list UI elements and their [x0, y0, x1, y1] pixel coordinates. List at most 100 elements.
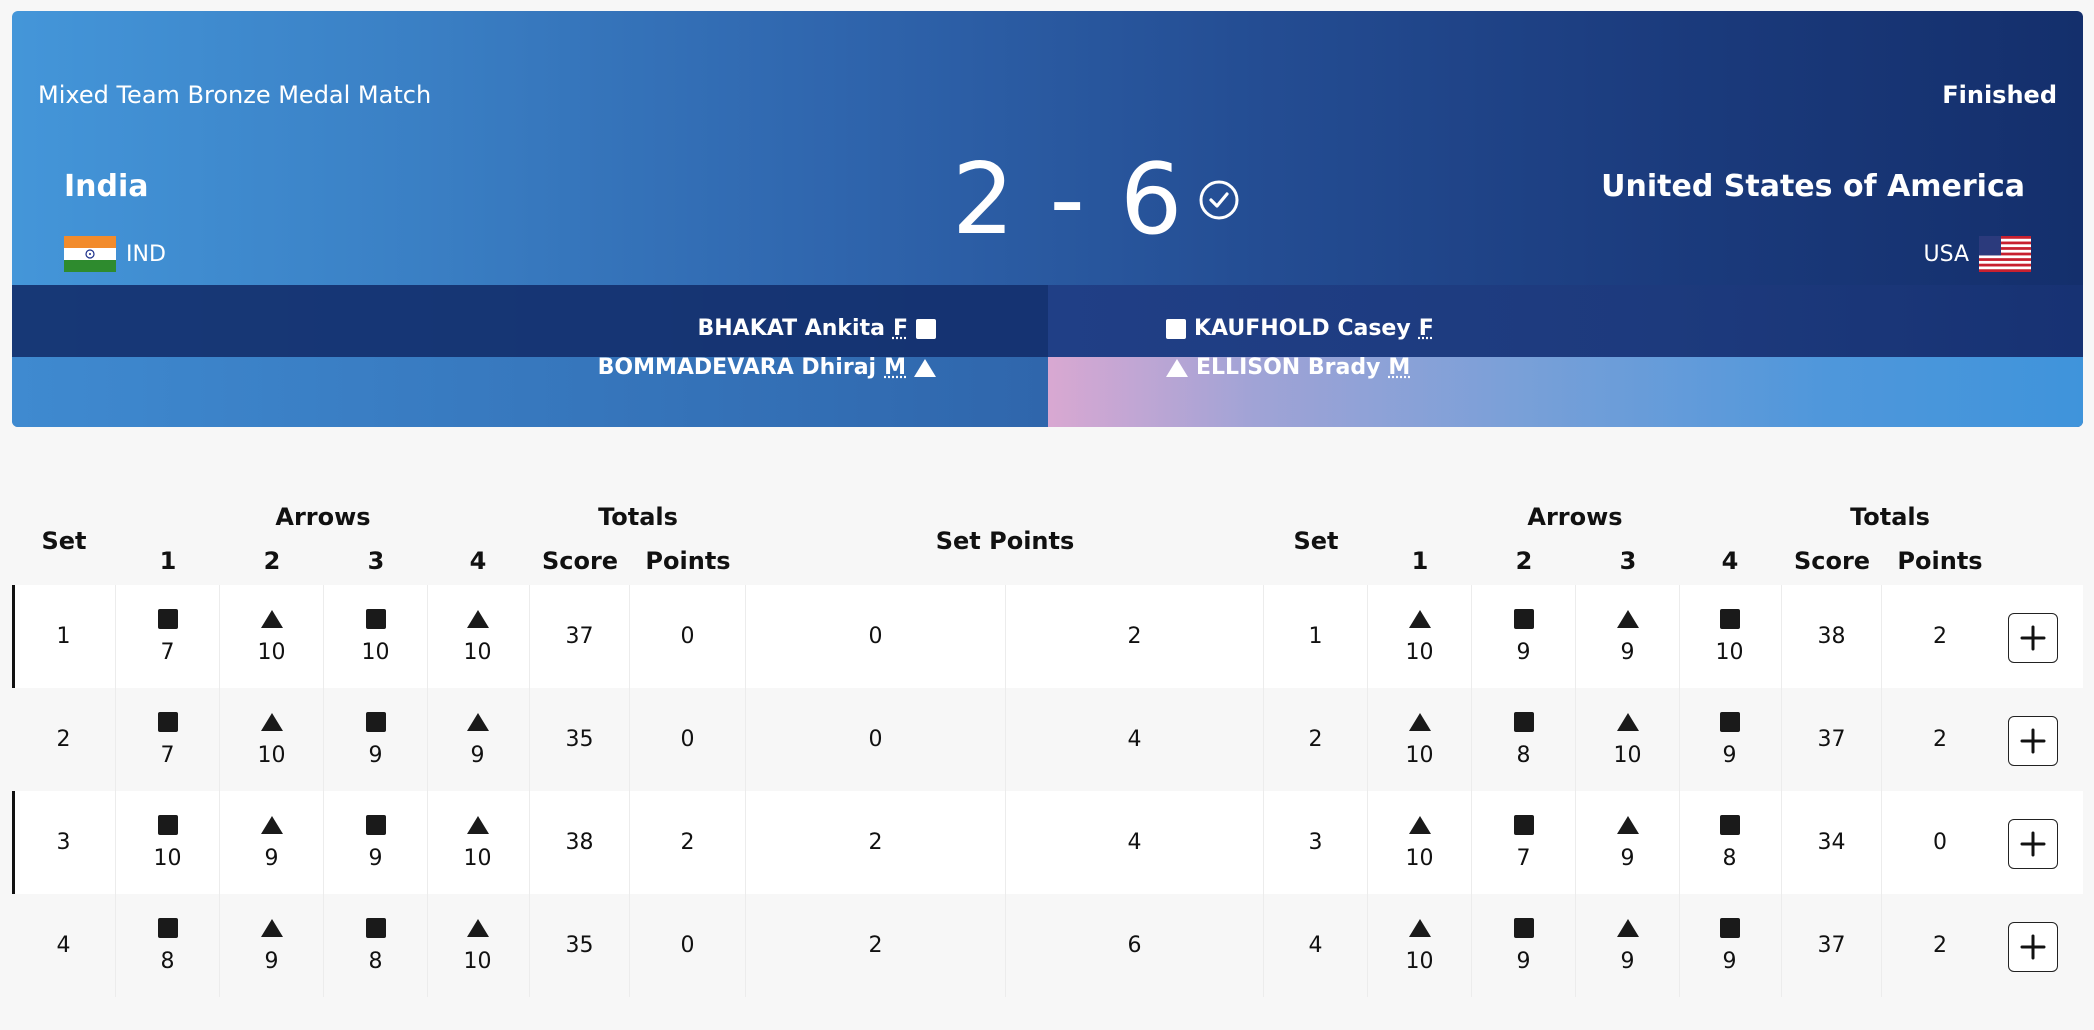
event-title: Mixed Team Bronze Medal Match [38, 81, 432, 109]
arrow-cell-right: 7 [1472, 791, 1576, 894]
square-icon [157, 609, 178, 629]
square-icon [1719, 609, 1740, 629]
arrow-cell-left: 10 [116, 791, 220, 894]
arrow-cell-left: 7 [116, 585, 220, 688]
match-status: Finished [1942, 81, 2057, 109]
athlete-left-1[interactable]: BHAKAT Ankita F [697, 316, 936, 341]
triangle-icon [1166, 358, 1188, 377]
match-score: 2 - 6 [952, 151, 1240, 249]
triangle-icon [260, 713, 283, 731]
square-icon [365, 815, 386, 835]
score-left: 37 [530, 585, 630, 688]
arrow-value: 9 [368, 846, 383, 871]
athlete-gender: F [892, 316, 908, 341]
arrow-value: 9 [1722, 949, 1737, 974]
plus-icon [2020, 934, 2046, 960]
arrow-value: 10 [257, 640, 286, 665]
arrow-value: 8 [1722, 846, 1737, 871]
athlete-gender: F [1418, 316, 1434, 341]
table-row: 1 7 10 10 10 37 0 0 2 1 10 9 9 10 38 2 [12, 585, 2083, 688]
arrow-cell-left: 10 [426, 585, 530, 688]
arrow-value: 10 [1405, 949, 1434, 974]
set-points-right: 2 [1006, 585, 1264, 688]
arrow-value: 7 [160, 640, 175, 665]
expand-set-button[interactable] [2008, 613, 2058, 663]
triangle-icon [1408, 816, 1431, 834]
expand-set-button[interactable] [2008, 819, 2058, 869]
arrow-value: 9 [1516, 949, 1531, 974]
points-right: 2 [1933, 624, 1947, 649]
points-left: 0 [630, 688, 746, 791]
points-left: 0 [630, 894, 746, 997]
arrow-cell-right: 9 [1678, 688, 1782, 791]
arrow-cell-right: 9 [1472, 894, 1576, 997]
square-icon [1513, 918, 1534, 938]
athlete-name: BOMMADEVARA Dhiraj [597, 355, 877, 380]
header-totals-right: Totals [1850, 503, 1930, 531]
arrow-cell-left: 10 [220, 688, 324, 791]
athlete-gender: M [884, 355, 906, 380]
triangle-icon [260, 610, 283, 628]
arrow-cell-left: 9 [426, 688, 530, 791]
arrow-value: 7 [160, 743, 175, 768]
arrow-value: 10 [463, 846, 492, 871]
set-points-left: 2 [746, 791, 1006, 894]
expand-set-button[interactable] [2008, 716, 2058, 766]
plus-icon [2020, 625, 2046, 651]
team-right-code: USA [1923, 236, 2031, 272]
arrow-value: 9 [1620, 846, 1635, 871]
arrow-value: 9 [1516, 640, 1531, 665]
triangle-icon [1408, 919, 1431, 937]
team-left-name[interactable]: India [64, 169, 149, 204]
arrow-value: 9 [1620, 640, 1635, 665]
team-right-name[interactable]: United States of America [1601, 169, 2025, 204]
arrow-value: 9 [470, 743, 485, 768]
arrow-cell-left: 10 [324, 585, 428, 688]
header-points-left: Points [645, 547, 731, 575]
arrow-value: 8 [1516, 743, 1531, 768]
usa-flag-icon [1979, 236, 2031, 272]
team-left-code: IND [64, 236, 166, 272]
points-right: 2 [1933, 727, 1947, 752]
athlete-name: BHAKAT Ankita [697, 316, 885, 341]
india-flag-icon [64, 236, 116, 272]
header-score-right: Score [1793, 547, 1871, 575]
arrow-value: 10 [1405, 743, 1434, 768]
scores-table: Set Arrows 1 2 3 4 Totals Score Points S… [12, 495, 2083, 997]
header-points-right: Points [1897, 547, 1983, 575]
match-header: Mixed Team Bronze Medal Match Finished I… [12, 11, 2083, 427]
points-left: 2 [630, 791, 746, 894]
team-right-code-label: USA [1923, 241, 1969, 267]
athlete-right-1[interactable]: KAUFHOLD Casey F [1166, 316, 1434, 341]
triangle-icon [466, 919, 489, 937]
header-arrow-2-left: 2 [263, 547, 281, 575]
arrow-cell-right: 9 [1576, 894, 1680, 997]
arrow-cell-left: 9 [220, 791, 324, 894]
arrow-cell-left: 8 [324, 894, 428, 997]
arrow-cell-left: 10 [426, 894, 530, 997]
expand-set-button[interactable] [2008, 922, 2058, 972]
set-number-right: 1 [1264, 585, 1368, 688]
triangle-icon [260, 816, 283, 834]
arrow-cell-left: 10 [220, 585, 324, 688]
triangle-icon [1616, 919, 1639, 937]
arrow-cell-left: 10 [426, 791, 530, 894]
check-circle-icon [1199, 180, 1239, 220]
header-arrow-1-left: 1 [159, 547, 177, 575]
header-set-points: Set Points [935, 527, 1075, 555]
arrow-value: 10 [463, 949, 492, 974]
triangle-icon [466, 816, 489, 834]
square-icon [365, 609, 386, 629]
table-row: 3 10 9 9 10 38 2 2 4 3 10 7 9 8 34 0 [12, 791, 2083, 894]
athlete-right-2[interactable]: ELLISON Brady M [1166, 355, 1410, 380]
triangle-icon [1408, 610, 1431, 628]
athlete-left-2[interactable]: BOMMADEVARA Dhiraj M [598, 355, 936, 380]
set-number-right: 3 [1264, 791, 1368, 894]
arrow-value: 8 [368, 949, 383, 974]
arrow-value: 7 [1516, 846, 1531, 871]
square-icon [1513, 815, 1534, 835]
arrow-value: 10 [153, 846, 182, 871]
plus-icon [2020, 831, 2046, 857]
set-points-right: 6 [1006, 894, 1264, 997]
athlete-name: KAUFHOLD Casey [1194, 316, 1411, 341]
